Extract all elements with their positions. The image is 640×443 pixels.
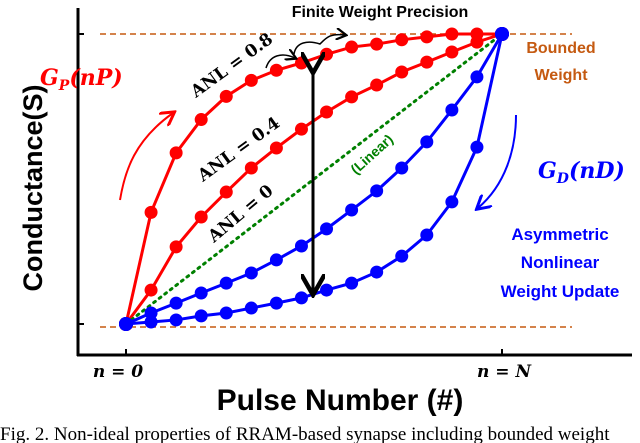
gp-label: GP(nP) [40,65,123,94]
data-point [370,265,384,279]
step-arrow-icon [265,55,295,69]
data-point [345,276,359,290]
step-arrow-icon [293,35,345,55]
data-point [194,113,208,127]
data-point [169,296,183,310]
figure-caption: Fig. 2. Non-ideal properties of RRAM-bas… [0,424,610,443]
data-point [144,283,158,297]
data-point [269,141,283,155]
data-point [470,70,484,84]
data-point [244,301,258,315]
data-point [294,291,308,305]
data-point [294,122,308,136]
endpoint-marker [119,317,133,331]
data-point [345,90,359,104]
endpoint-marker [495,27,509,41]
linear-label: (Linear) [347,131,396,177]
data-point [420,30,434,44]
bounded-label: Bounded [526,40,595,57]
data-point [294,56,308,70]
data-point [144,315,158,329]
x-axis-label: Pulse Number (#) [217,384,464,417]
data-point [395,33,409,47]
data-point [345,203,359,217]
data-point [269,63,283,77]
asymmetric-label: Asymmetric [511,225,608,244]
data-point [345,40,359,54]
data-point [269,296,283,310]
data-point [294,239,308,253]
x-end-label: n = N [477,362,532,382]
data-point [420,135,434,149]
data-point [194,286,208,300]
data-point [320,47,334,61]
x-start-label: n = 0 [93,362,143,382]
depression-direction-arrow [478,114,517,208]
data-point [219,89,233,103]
data-point [219,185,233,199]
data-point [370,184,384,198]
data-point [470,35,484,49]
data-point [169,146,183,160]
gd-label: GD(nD) [538,158,625,187]
anl-0-label: ANL = 0 [204,181,278,248]
weight-label: Weight [534,67,588,84]
data-point [244,266,258,280]
data-point [370,37,384,51]
data-point [194,309,208,323]
data-point [219,306,233,320]
data-point [169,240,183,254]
data-point [395,161,409,175]
data-point [320,105,334,119]
data-point [244,73,258,87]
data-point [395,249,409,263]
finite-precision-label: Finite Weight Precision [292,4,469,21]
data-point [395,65,409,79]
data-point [445,27,459,41]
data-point [320,283,334,297]
nonlinear-label: Nonlinear [521,253,600,272]
data-point [445,103,459,117]
y-axis-label: Conductance(S) [18,84,48,291]
data-point [194,210,208,224]
data-point [144,306,158,320]
data-point [470,140,484,154]
data-point [244,161,258,175]
weight-update-label: Weight Update [501,282,620,301]
data-point [144,205,158,219]
data-point [370,78,384,92]
data-point [269,253,283,267]
potentiation-direction-arrow [119,113,173,201]
data-point [445,45,459,59]
data-point [420,55,434,69]
data-point [169,313,183,327]
data-point [420,228,434,242]
data-point [219,276,233,290]
data-point [320,222,334,236]
data-point [445,195,459,209]
